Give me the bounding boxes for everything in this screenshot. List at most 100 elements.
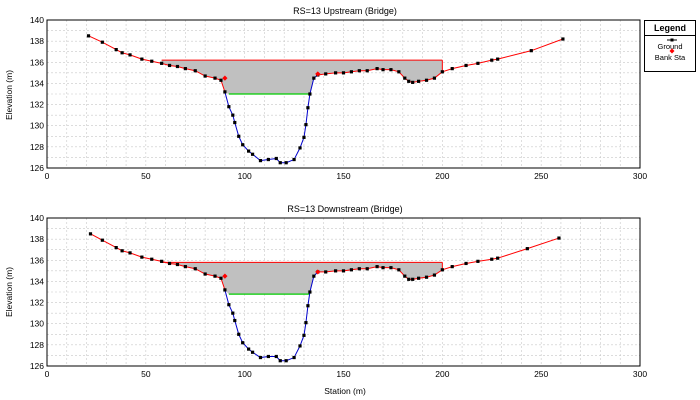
ground-point	[365, 267, 369, 271]
ground-point	[365, 69, 369, 73]
ground-point	[411, 277, 415, 281]
ground-point	[219, 276, 223, 280]
ground-point	[250, 350, 255, 354]
y-tick-label: 136	[30, 57, 44, 67]
ground-point	[128, 53, 132, 57]
downstream-panel: RS=13 Downstream (Bridge) Elevation (m) …	[4, 204, 647, 396]
legend-box: Legend Ground Bank Sta	[644, 20, 696, 72]
y-tick-label: 140	[30, 213, 44, 223]
ground-point	[160, 259, 164, 263]
x-tick-label: 200	[435, 171, 449, 181]
ground-point	[241, 341, 245, 345]
y-tick-label: 140	[30, 15, 44, 25]
ground-point	[381, 68, 385, 72]
ground-point	[175, 64, 180, 69]
ground-point	[357, 267, 361, 271]
ground-point	[183, 265, 187, 269]
ground-point	[302, 135, 306, 139]
ground-point	[167, 261, 172, 266]
ground-point	[440, 268, 444, 272]
ground-point	[417, 79, 421, 83]
ground-point	[424, 275, 429, 279]
ground-point	[476, 259, 480, 263]
bank-station-point	[315, 269, 321, 275]
ground-point	[250, 152, 255, 156]
ground-left-overbank-line	[88, 35, 226, 93]
ground-point	[150, 257, 154, 261]
ground-point	[304, 321, 308, 325]
y-tick-label: 132	[30, 298, 44, 308]
y-tick-label: 132	[30, 100, 44, 110]
ground-point	[213, 274, 217, 278]
ground-point	[312, 76, 316, 80]
ground-point	[557, 236, 561, 240]
y-tick-label: 136	[30, 255, 44, 265]
ground-point	[403, 76, 407, 80]
ground-point	[432, 273, 437, 277]
ground-point	[490, 58, 494, 62]
y-tick-label: 126	[30, 163, 44, 173]
ground-point	[304, 123, 308, 127]
ground-point	[114, 48, 118, 52]
ground-point	[114, 246, 118, 250]
ground-point	[247, 347, 251, 351]
ground-point	[561, 37, 565, 41]
ground-point	[403, 274, 407, 278]
ground-point	[150, 59, 154, 63]
y-tick-label: 128	[30, 340, 44, 350]
legend-divider	[645, 35, 695, 36]
ground-point	[341, 71, 346, 75]
x-tick-label: 0	[45, 369, 50, 379]
ground-point	[88, 232, 93, 236]
x-tick-label: 200	[435, 369, 449, 379]
ground-point	[86, 34, 91, 38]
ground-point	[411, 80, 415, 84]
ground-point	[306, 304, 310, 308]
bank-diamond-marker-icon	[669, 48, 675, 54]
ground-point	[308, 290, 312, 294]
chart-title-downstream: RS=13 Downstream (Bridge)	[287, 204, 402, 214]
ground-point	[440, 70, 444, 74]
ground-point	[120, 51, 124, 55]
ground-point	[223, 288, 227, 292]
legend-item-bank-sta: Bank Sta	[645, 48, 695, 62]
y-tick-label: 130	[30, 121, 44, 131]
ground-point	[292, 157, 296, 162]
ground-point	[241, 143, 245, 147]
ground-point	[381, 266, 385, 270]
ground-point	[227, 105, 231, 109]
ground-point	[284, 161, 288, 165]
x-tick-label: 50	[141, 369, 151, 379]
ground-point	[292, 355, 296, 360]
x-tick-label: 100	[238, 171, 252, 181]
ground-point	[529, 49, 533, 53]
ground-point	[274, 156, 278, 161]
ground-point	[341, 269, 346, 273]
ground-point	[278, 161, 282, 165]
ground-point	[389, 68, 393, 72]
ground-point	[397, 70, 401, 74]
ground-point	[357, 69, 361, 73]
ground-line-marker-icon	[667, 38, 677, 42]
ground-point	[120, 249, 124, 253]
ground-point	[193, 69, 197, 73]
bridge-deck-fill	[161, 262, 443, 295]
ground-point	[450, 265, 454, 269]
ground-point	[140, 255, 144, 259]
ground-point	[213, 76, 217, 80]
ground-point	[397, 268, 401, 272]
ground-point	[167, 63, 172, 68]
bank-station-point	[222, 273, 228, 279]
ground-point	[525, 247, 529, 251]
ground-point	[349, 268, 354, 272]
bank-station-point	[315, 71, 321, 77]
legend-item-ground: Ground	[645, 37, 695, 51]
ground-point	[476, 61, 480, 65]
y-axis-label-upstream: Elevation (m)	[4, 70, 14, 120]
ground-point	[219, 78, 223, 82]
ground-point	[203, 272, 207, 276]
y-tick-label: 130	[30, 319, 44, 329]
ground-point	[389, 266, 393, 270]
ground-point	[490, 257, 494, 261]
